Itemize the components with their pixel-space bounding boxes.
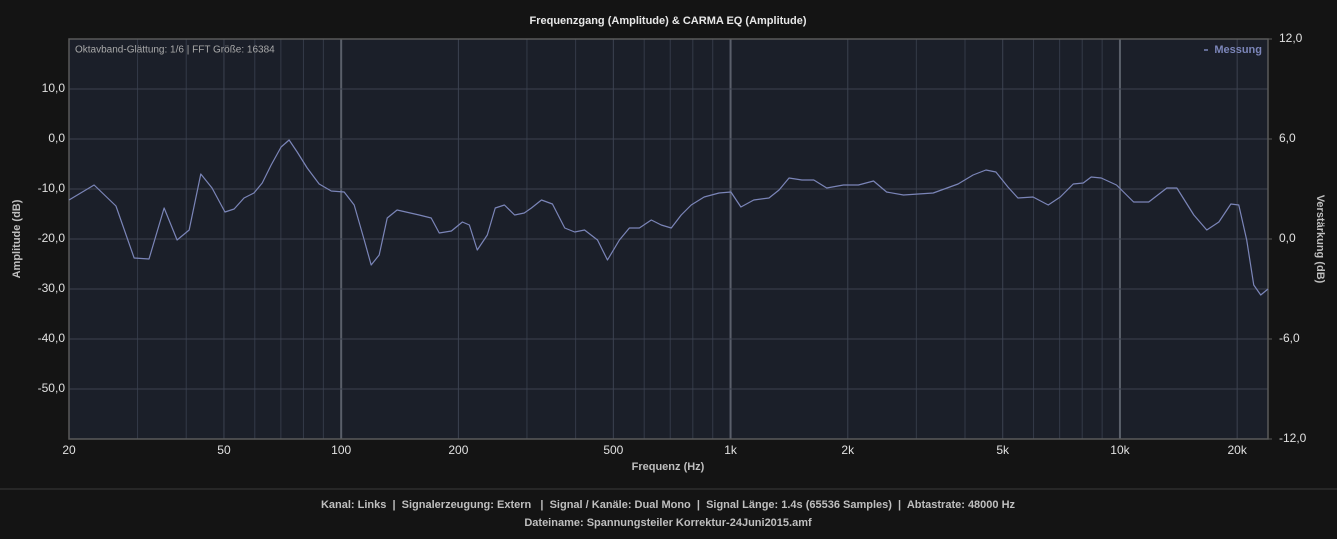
y-tick-label: -30,0 (38, 281, 66, 295)
y2-tick-label: -12,0 (1279, 431, 1307, 445)
chart-title: Frequenzgang (Amplitude) & CARMA EQ (Amp… (529, 15, 806, 27)
x-tick-label: 500 (603, 443, 623, 457)
y2-tick-label: 12,0 (1279, 31, 1303, 45)
footer-filename: Dateiname: Spannungsteiler Korrektur-24J… (524, 517, 812, 529)
legend-label: Messung (1214, 44, 1262, 56)
y-tick-label: -20,0 (38, 231, 66, 245)
y2-tick-label: 6,0 (1279, 131, 1296, 145)
x-tick-label: 2k (841, 443, 855, 457)
footer-info: Kanal: Links | Signalerzeugung: Extern |… (321, 499, 1016, 511)
x-tick-label: 100 (331, 443, 351, 457)
y-tick-label: -40,0 (38, 331, 66, 345)
y-axis-label: Amplitude (dB) (11, 199, 23, 278)
annotation: Oktavband-Glättung: 1/6 | FFT Größe: 163… (75, 45, 275, 56)
y-tick-label: 0,0 (48, 131, 65, 145)
x-tick-label: 10k (1110, 443, 1130, 457)
x-tick-label: 20k (1227, 443, 1247, 457)
x-tick-label: 200 (448, 443, 468, 457)
y-tick-label: -50,0 (38, 381, 66, 395)
y2-tick-label: -6,0 (1279, 331, 1300, 345)
y-tick-label: -10,0 (38, 181, 66, 195)
y-tick-label: 10,0 (42, 81, 66, 95)
y2-tick-label: 0,0 (1279, 231, 1296, 245)
series-line (68, 139, 1269, 296)
x-tick-label: 5k (996, 443, 1010, 457)
x-tick-label: 20 (62, 443, 76, 457)
y2-axis-label: Verstärkung (dB) (1314, 195, 1326, 284)
x-tick-label: 1k (724, 443, 738, 457)
x-tick-label: 50 (217, 443, 231, 457)
x-axis-label: Frequenz (Hz) (632, 461, 705, 473)
